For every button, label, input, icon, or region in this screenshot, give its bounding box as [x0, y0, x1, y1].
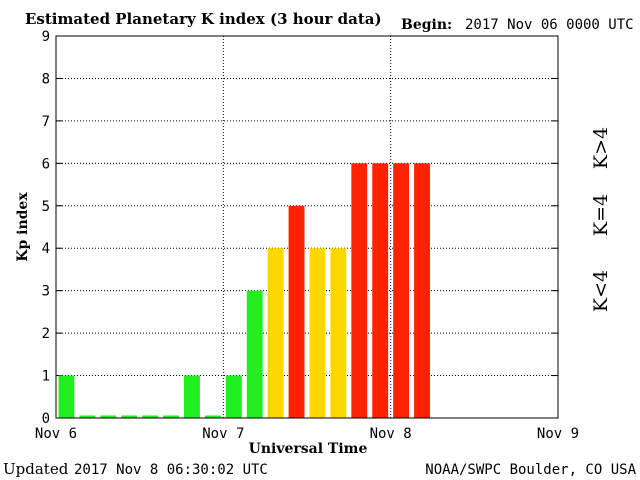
y-axis-label: Kp index [15, 192, 31, 262]
y-tick-label: 5 [42, 199, 50, 215]
x-axis-label: Universal Time [249, 441, 368, 457]
y-tick-label: 1 [42, 369, 50, 385]
kp-bar [142, 415, 159, 418]
y-tick-label: 3 [42, 284, 50, 300]
chart-title: Estimated Planetary K index (3 hour data… [25, 10, 382, 28]
kp-bar [225, 375, 242, 418]
kp-bar [58, 375, 75, 418]
plot-area: 0 1 2 3 4 5 6 7 8 9 Nov 6 Nov 7 Nov 8 Nov 9 [35, 29, 579, 442]
legend-low: K<4 [590, 270, 612, 312]
x-tick-label: Nov 8 [370, 426, 412, 442]
y-tick-label: 0 [42, 411, 50, 427]
plot-border [55, 35, 559, 419]
kp-bar [351, 163, 368, 418]
begin-value: 2017 Nov 06 0000 UTC [465, 17, 634, 33]
kp-bar [309, 248, 326, 418]
kp-bar [246, 290, 263, 418]
kp-bar [330, 248, 347, 418]
x-tick-label: Nov 7 [202, 426, 244, 442]
begin-label: Begin: [401, 17, 452, 33]
kp-bar [414, 163, 430, 418]
kp-bar [79, 415, 96, 418]
y-tick-label: 6 [42, 156, 50, 172]
kp-bar [204, 415, 221, 418]
updated-label: Updated [3, 460, 69, 478]
y-tick-label: 4 [42, 241, 50, 257]
kp-bar [100, 415, 117, 418]
y-tick-label: 2 [42, 326, 50, 342]
kp-bar [163, 415, 179, 418]
kp-bar [372, 163, 389, 418]
kp-bar [288, 205, 305, 418]
y-tick-label: 7 [42, 114, 50, 130]
y-tick-label: 9 [42, 29, 50, 45]
kp-bar [121, 415, 138, 418]
updated-value: 2017 Nov 8 06:30:02 UTC [74, 462, 268, 478]
kp-bar [267, 248, 284, 418]
kp-bar [393, 163, 410, 418]
legend-mid: K=4 [590, 194, 612, 236]
x-tick-label: Nov 9 [537, 426, 579, 442]
kp-bar [184, 375, 200, 418]
y-tick-label: 8 [42, 71, 50, 87]
x-tick-label: Nov 6 [35, 426, 77, 442]
source-label: NOAA/SWPC Boulder, CO USA [425, 462, 636, 478]
legend-high: K>4 [590, 127, 612, 169]
